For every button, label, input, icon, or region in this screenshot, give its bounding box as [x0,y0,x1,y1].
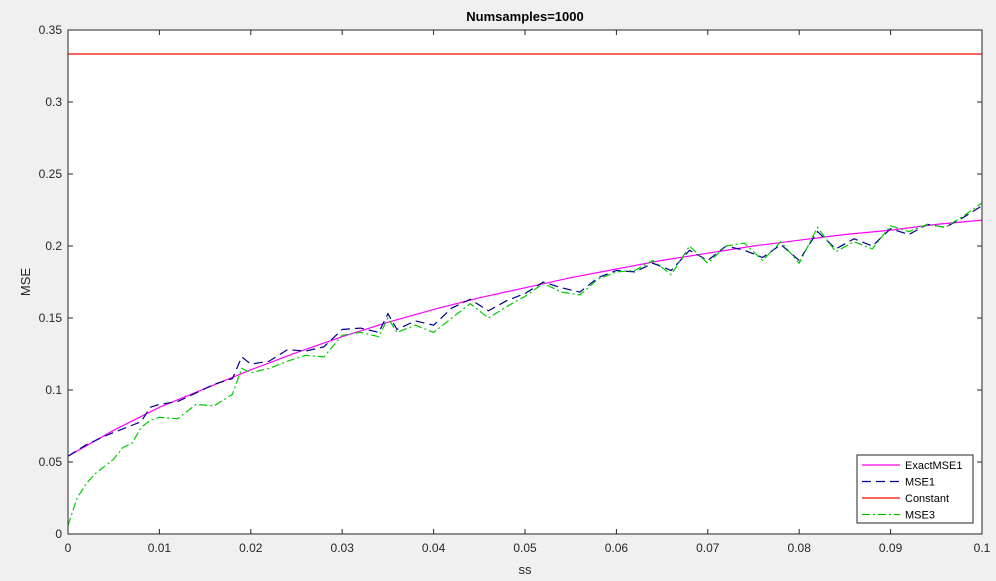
series-layer [68,53,982,526]
x-tick-label: 0.06 [605,541,629,555]
plot-area [68,30,982,534]
series-line-mse1 [68,205,982,457]
y-tick-label: 0.3 [45,95,62,109]
legend-label-mse3: MSE3 [905,510,935,522]
x-tick-label: 0.08 [788,541,812,555]
x-tick-label: 0.03 [331,541,355,555]
legend-label-constant: Constant [905,493,949,505]
x-tick-label: 0.07 [696,541,720,555]
y-tick-label: 0.1 [45,383,62,397]
y-tick-label: 0.15 [39,311,63,325]
legend: ExactMSE1 MSE1 Constant MSE3 [856,454,974,524]
x-tick-label: 0.02 [239,541,263,555]
x-axis-label: ss [519,562,533,577]
x-tick-label: 0.1 [974,541,991,555]
x-tick-label: 0.09 [879,541,903,555]
chart-title: Numsamples=1000 [466,9,583,24]
x-tick-label: 0.05 [513,541,537,555]
legend-box [856,454,974,524]
x-tick-label: 0.01 [148,541,172,555]
y-tick-label: 0.35 [39,23,63,37]
ticks-layer: 0 0.01 0.02 0.03 0.04 0.05 0.06 0.07 0.08 0.09 0.1… [39,23,991,555]
y-tick-label: 0.2 [45,239,62,253]
x-tick-label: 0 [65,541,72,555]
y-axis-label: MSE [18,268,33,297]
legend-label-exactmse1: ExactMSE1 [905,460,962,472]
y-tick-label: 0.05 [39,455,63,469]
y-tick-label: 0 [55,527,62,541]
y-tick-label: 0.25 [39,167,63,181]
series-line-mse3 [68,202,982,526]
x-tick-label: 0.04 [422,541,446,555]
legend-label-mse1: MSE1 [905,477,935,489]
legend-entries: ExactMSE1 MSE1 Constant MSE3 [862,460,962,522]
